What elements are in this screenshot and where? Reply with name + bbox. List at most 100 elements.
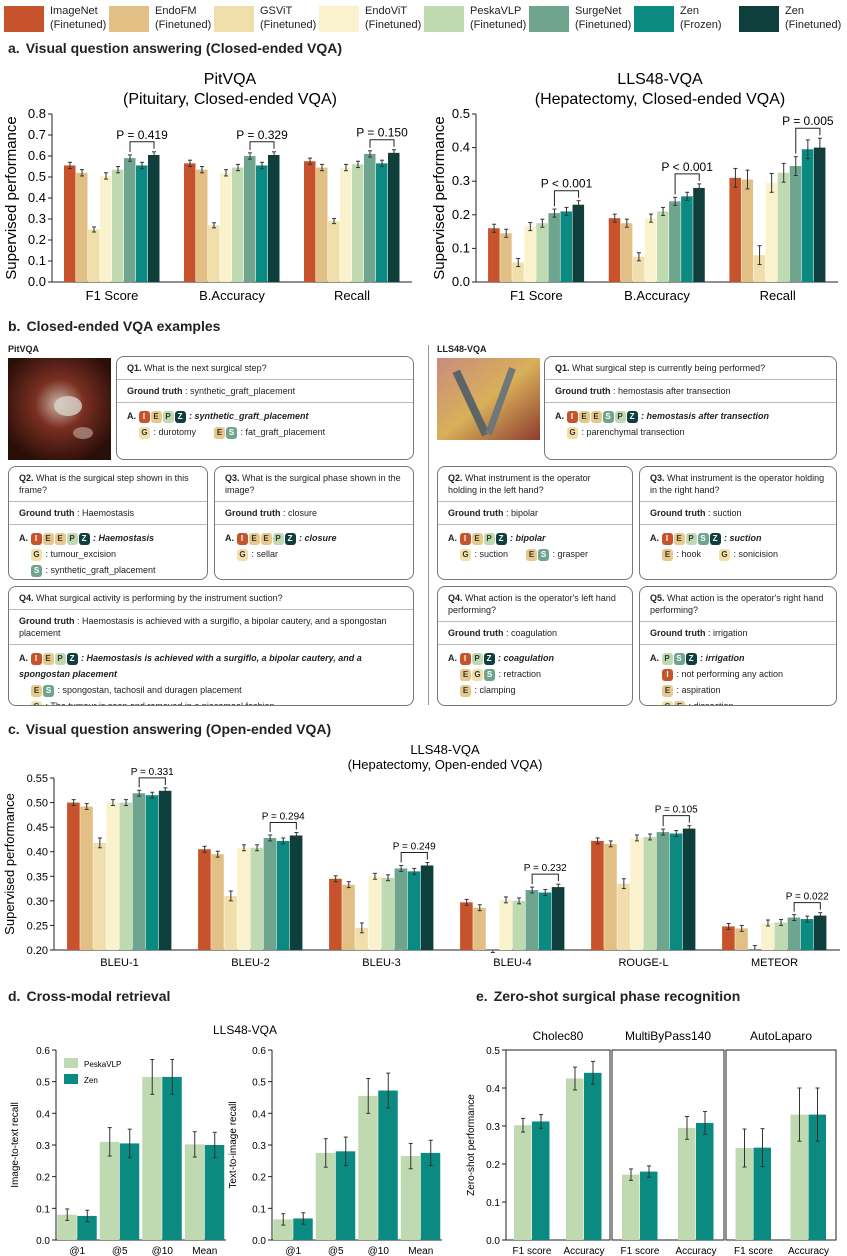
bar [729,177,741,282]
legend-sublabel: (Finetuned) [365,19,422,31]
answer-alternatives: G : suction E S : grasper [448,546,622,562]
legend-item: ImageNet (Finetuned) [4,4,108,36]
x-tick-label: B.Accuracy [199,288,265,303]
bar [342,884,355,950]
y-axis-label: Supervised performance [2,793,17,935]
bar [400,1156,421,1240]
section-title-text: Zero-shot surgical phase recognition [493,988,741,1004]
lls48-surgical-image [437,358,540,440]
model-badge: E [460,684,471,697]
y-tick-label: 0.2 [252,1173,266,1184]
ground-truth-label: Ground truth [127,386,183,396]
p-value-label: P < 0.001 [541,177,593,191]
significance-bracket [662,815,690,827]
x-tick-label: Accuracy [675,1246,716,1256]
bar [548,213,560,282]
y-tick-label: 0.1 [36,1204,50,1215]
bar [80,806,93,950]
y-tick-label: 0.0 [28,274,46,289]
model-badge: E [260,532,272,545]
model-badge: G [237,548,248,561]
bar [256,165,268,282]
bar [420,865,434,950]
model-badge: S [31,564,42,577]
section-letter: a. [8,40,20,56]
legend-label: EndoViT [365,5,407,17]
y-tick-label: 0.8 [28,106,46,121]
significance-bracket [795,127,821,154]
y-axis-label: Image-to-text recall [10,1102,21,1188]
y-tick-label: 0.4 [28,190,46,205]
bar [148,154,160,282]
question-text: What is the next surgical step? [144,363,267,373]
bar [316,167,328,282]
bar [656,832,670,950]
model-badge: S [43,684,54,697]
bar [57,1214,77,1240]
model-badge: E [42,532,54,545]
panel-title: MultiByPass140 [625,1029,711,1043]
retrieval-chart: LLS48-VQA 0.0 0.1 0.2 0.3 0.4 0.5 0.6 @1 @5 @10 Mea… [10,1023,442,1256]
answer-text: : Haemostasis is achieved with a surgifl… [19,653,362,679]
model-badges: S [31,564,43,577]
model-badge: P [66,532,78,545]
alt-answer-text: : aspiration [674,685,721,695]
y-tick-label: 0.6 [36,1046,50,1057]
alt-answer: E : clamping [460,682,516,698]
question: Q4. What action is the operator's left h… [438,587,632,622]
y-tick-label: 0.3 [486,1122,500,1133]
zero-shot-chart: Cholec80 0.0 0.1 0.2 0.3 0.4 0.5 F1 score Accura… [466,1029,837,1256]
model-badge: I [236,532,248,545]
y-tick-label: 0.20 [27,945,48,957]
bar [761,922,774,950]
model-badges: G [237,548,249,561]
bar [119,802,133,950]
bar [488,228,500,282]
question: Q2. What is the surgical step shown in t… [9,467,207,502]
bar [572,204,585,282]
example-divider [428,345,429,705]
bar [100,175,112,282]
answer-prefix: A. [555,411,567,421]
x-tick-label: F1 Score [86,288,139,303]
bar [276,840,290,950]
question: Q5. What action is the operator's right … [640,587,836,622]
legend-item: SurgeNet (Finetuned) [529,4,633,36]
model-badge: E [526,548,538,561]
legend-item: Zen (Finetuned) [739,4,843,36]
y-tick-label: 0.0 [36,1236,50,1247]
question: Q1. What is the next surgical step? [117,357,413,380]
section-title-text: Closed-ended VQA examples [26,318,221,334]
legend-sublabel: (Finetuned) [470,19,527,31]
ground-truth-label: Ground truth [650,508,706,518]
y-tick-label: 0.5 [28,169,46,184]
y-axis-label: Text-to-image recall [228,1101,239,1188]
model-badge: G [31,700,42,705]
question-text: What instrument is the operator holding … [650,473,825,495]
bar [142,1076,162,1240]
alt-answer: G : suction [460,546,508,562]
bar [735,928,748,950]
bar [335,1151,356,1240]
significance-bracket [129,141,155,152]
section-letter: c. [8,721,20,737]
model-badge: E [471,532,483,545]
legend-sublabel: (Finetuned) [50,19,107,31]
bar [524,226,536,282]
vqa-example-card: Q1. What surgical step is currently bein… [544,356,837,460]
model-badge: Z [495,532,507,545]
x-tick-label: BLEU-2 [231,957,270,969]
y-tick-label: 0.4 [252,1109,266,1120]
legend-swatch [529,6,569,32]
bar [263,837,277,950]
x-tick-label: F1 score [513,1246,552,1256]
vqa-example-card: Q2. What is the surgical step shown in t… [8,466,208,580]
bar [208,225,220,282]
significance-bracket [369,139,395,148]
